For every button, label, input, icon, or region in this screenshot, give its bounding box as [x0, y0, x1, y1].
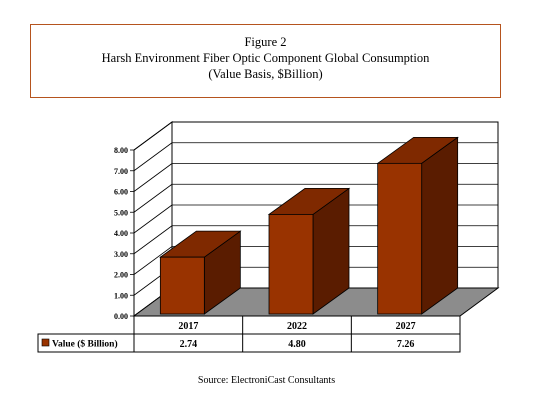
chart-title-box: Figure 2 Harsh Environment Fiber Optic C…: [30, 24, 501, 98]
bar-front-face: [159, 256, 205, 315]
gridline-side: [133, 163, 173, 192]
y-tick-label: 4.00: [114, 229, 128, 238]
bar-front-face: [377, 162, 423, 315]
y-tick-label: 3.00: [114, 250, 128, 259]
chart-subtitle: (Value Basis, $Billion): [208, 67, 323, 81]
legend-series-name: Value ($ Billion): [52, 339, 118, 350]
figure-label: Figure 2: [244, 35, 287, 49]
y-tick-label: 8.00: [114, 146, 128, 155]
data-value-label: 7.26: [397, 339, 415, 350]
x-category-label: 2027: [396, 321, 416, 332]
table-row-header: [37, 333, 135, 353]
source-note: Source: ElectroniCast Consultants: [197, 375, 336, 386]
y-tick-label: 1.00: [114, 291, 128, 300]
y-tick-label: 6.00: [114, 188, 128, 197]
gridline-side: [133, 246, 173, 275]
legend-swatch: [41, 338, 50, 347]
gridline-side: [133, 183, 173, 213]
x-category-label: 2022: [287, 321, 307, 332]
y-axis-tick-labels: 0.00 1.00 2.00 3.00 4.00 5.00 6.00 7.00 8.00: [114, 146, 128, 321]
bar-front-face: [268, 213, 314, 315]
y-tick-label: 2.00: [114, 271, 128, 280]
y-tick-label: 5.00: [114, 208, 128, 217]
bar-side-face: [421, 136, 459, 315]
bars: [159, 136, 459, 315]
bar: [159, 230, 242, 315]
x-category-label: 2017: [178, 321, 198, 332]
gridline-side: [133, 225, 173, 255]
gridline-side: [133, 142, 173, 172]
data-table: 2017 2.74 2022 4.80 2027 7.26 Value ($ Billion…: [37, 315, 461, 353]
bar: [376, 136, 459, 315]
chart-title: Harsh Environment Fiber Optic Component …: [101, 51, 430, 65]
y-tick-label: 0.00: [114, 312, 128, 321]
gridline-side: [133, 204, 173, 234]
gridline-side: [133, 121, 173, 151]
data-value-label: 2.74: [180, 339, 198, 350]
y-tick-label: 7.00: [114, 167, 128, 176]
bar: [267, 187, 351, 315]
data-value-label: 4.80: [288, 339, 306, 350]
